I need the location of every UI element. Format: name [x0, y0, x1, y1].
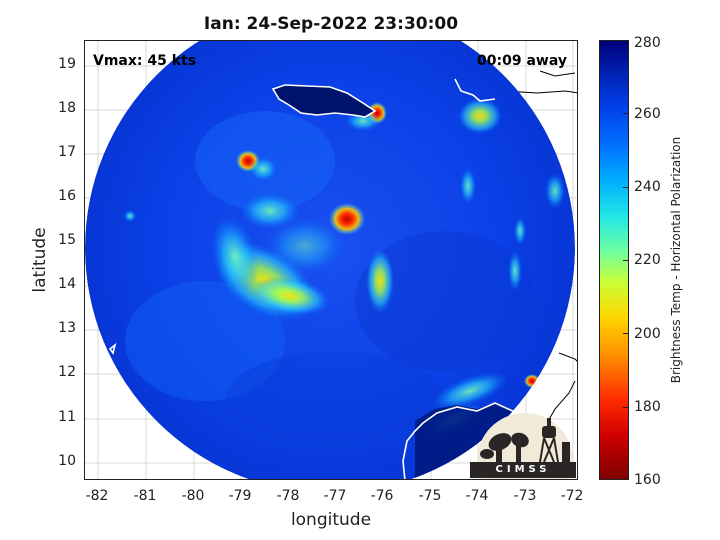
y-tick: 13 — [58, 320, 76, 336]
y-tick: 18 — [58, 100, 76, 116]
colorbar-tickmark — [623, 187, 629, 188]
y-tick: 11 — [58, 409, 76, 425]
x-tick: -72 — [560, 488, 584, 504]
x-tick: -81 — [133, 488, 157, 504]
colorbar-tick: 240 — [634, 179, 661, 195]
map-svg — [85, 41, 577, 479]
cimss-logo-text: CIMSS — [495, 464, 551, 475]
x-tick: -73 — [513, 488, 537, 504]
colorbar-tickmark — [623, 260, 629, 261]
cimss-logo: CIMSS — [470, 412, 576, 478]
y-tick: 19 — [58, 56, 76, 72]
y-tick: 16 — [58, 188, 76, 204]
y-axis-label: latitude — [30, 227, 50, 293]
x-tick: -82 — [85, 488, 109, 504]
y-tick: 12 — [58, 364, 76, 380]
colorbar-tick: 280 — [634, 35, 661, 51]
x-tick: -80 — [181, 488, 205, 504]
colorbar-tickmark — [623, 40, 629, 41]
y-tick: 14 — [58, 276, 76, 292]
cimss-logo-icon — [470, 418, 576, 478]
colorbar-tick: 160 — [634, 472, 661, 488]
x-tick: -77 — [323, 488, 347, 504]
time-away-label: 00:09 away — [477, 53, 567, 69]
x-axis-label: longitude — [290, 510, 372, 530]
colorbar-tick: 260 — [634, 106, 661, 122]
colorbar-tickmark — [623, 113, 629, 114]
map-plot-area: Vmax: 45 kts 00:09 away — [84, 40, 578, 480]
vmax-label: Vmax: 45 kts — [93, 53, 197, 69]
colorbar-label: Brightness Temp - Horizontal Polarizatio… — [669, 136, 683, 384]
swath-disk — [85, 41, 575, 479]
x-tick: -75 — [418, 488, 442, 504]
x-tick: -78 — [276, 488, 300, 504]
map-title: Ian: 24-Sep-2022 23:30:00 — [203, 14, 459, 34]
colorbar-tickmark — [623, 407, 629, 408]
y-tick: 10 — [58, 453, 76, 469]
y-tick: 17 — [58, 144, 76, 160]
colorbar-tick: 220 — [634, 252, 661, 268]
colorbar-tick: 180 — [634, 399, 661, 415]
x-tick: -79 — [228, 488, 252, 504]
colorbar-tickmark — [623, 479, 629, 480]
colorbar-tick: 200 — [634, 326, 661, 342]
x-tick: -74 — [465, 488, 489, 504]
colorbar-tickmark — [623, 333, 629, 334]
x-tick: -76 — [370, 488, 394, 504]
y-tick: 15 — [58, 232, 76, 248]
